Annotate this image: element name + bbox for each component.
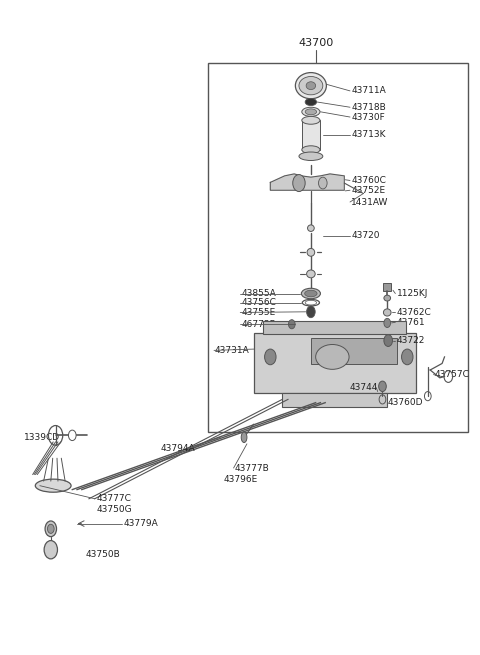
Bar <box>384 283 391 291</box>
Text: 43756C: 43756C <box>242 298 276 307</box>
Circle shape <box>44 540 58 559</box>
Ellipse shape <box>36 479 71 492</box>
Circle shape <box>293 174 305 191</box>
Text: 43713K: 43713K <box>351 130 386 139</box>
Text: 43700: 43700 <box>298 38 333 48</box>
Text: 46773B: 46773B <box>242 320 276 329</box>
Text: 43752E: 43752E <box>351 186 385 195</box>
Circle shape <box>307 306 315 318</box>
Text: 43794A: 43794A <box>161 444 195 453</box>
Bar <box>263 321 407 334</box>
Text: 43711A: 43711A <box>351 86 386 96</box>
Text: 43731A: 43731A <box>215 346 250 355</box>
Ellipse shape <box>316 345 349 369</box>
Bar <box>311 338 397 364</box>
Ellipse shape <box>384 295 391 301</box>
Circle shape <box>402 349 413 365</box>
Ellipse shape <box>306 82 316 90</box>
Ellipse shape <box>308 225 314 231</box>
Text: 43762C: 43762C <box>397 308 432 317</box>
Circle shape <box>319 177 327 189</box>
Text: 43720: 43720 <box>351 231 380 240</box>
Text: 43750G: 43750G <box>96 505 132 514</box>
Text: 43761: 43761 <box>397 318 425 327</box>
Text: 43777C: 43777C <box>96 495 131 503</box>
Text: 1431AW: 1431AW <box>351 198 389 206</box>
Ellipse shape <box>299 152 323 160</box>
Ellipse shape <box>301 288 321 299</box>
Ellipse shape <box>305 290 317 297</box>
Circle shape <box>379 381 386 392</box>
Text: 1339CD: 1339CD <box>24 433 60 442</box>
Bar <box>208 63 468 432</box>
Text: 1125KJ: 1125KJ <box>397 289 428 298</box>
Bar <box>302 121 320 150</box>
Ellipse shape <box>307 270 315 278</box>
Ellipse shape <box>302 117 320 124</box>
Ellipse shape <box>305 109 317 115</box>
Ellipse shape <box>302 146 320 154</box>
Ellipse shape <box>384 309 391 316</box>
Text: 43750B: 43750B <box>85 550 120 559</box>
Ellipse shape <box>305 98 317 105</box>
Polygon shape <box>270 174 344 190</box>
Bar <box>253 333 416 393</box>
Ellipse shape <box>241 432 247 443</box>
Circle shape <box>384 318 391 328</box>
Text: 43755E: 43755E <box>242 308 276 317</box>
Ellipse shape <box>295 73 326 99</box>
Text: 43718B: 43718B <box>351 103 386 112</box>
Text: 43855A: 43855A <box>242 289 276 298</box>
Text: 43722: 43722 <box>397 336 425 345</box>
Ellipse shape <box>307 248 315 256</box>
Circle shape <box>48 524 54 533</box>
Circle shape <box>288 320 295 329</box>
Text: 43760D: 43760D <box>387 398 423 407</box>
Circle shape <box>45 521 57 536</box>
Text: 43777B: 43777B <box>235 464 269 472</box>
Text: 43760C: 43760C <box>351 176 386 185</box>
Text: 43730F: 43730F <box>351 113 385 122</box>
Text: 43757C: 43757C <box>435 370 470 379</box>
Text: 43744: 43744 <box>349 383 378 392</box>
Circle shape <box>264 349 276 365</box>
Ellipse shape <box>299 77 323 95</box>
Bar <box>282 393 387 407</box>
Circle shape <box>69 430 76 441</box>
Text: 43796E: 43796E <box>224 476 258 484</box>
Ellipse shape <box>302 107 320 117</box>
Circle shape <box>384 335 393 346</box>
Text: 43779A: 43779A <box>124 519 158 528</box>
